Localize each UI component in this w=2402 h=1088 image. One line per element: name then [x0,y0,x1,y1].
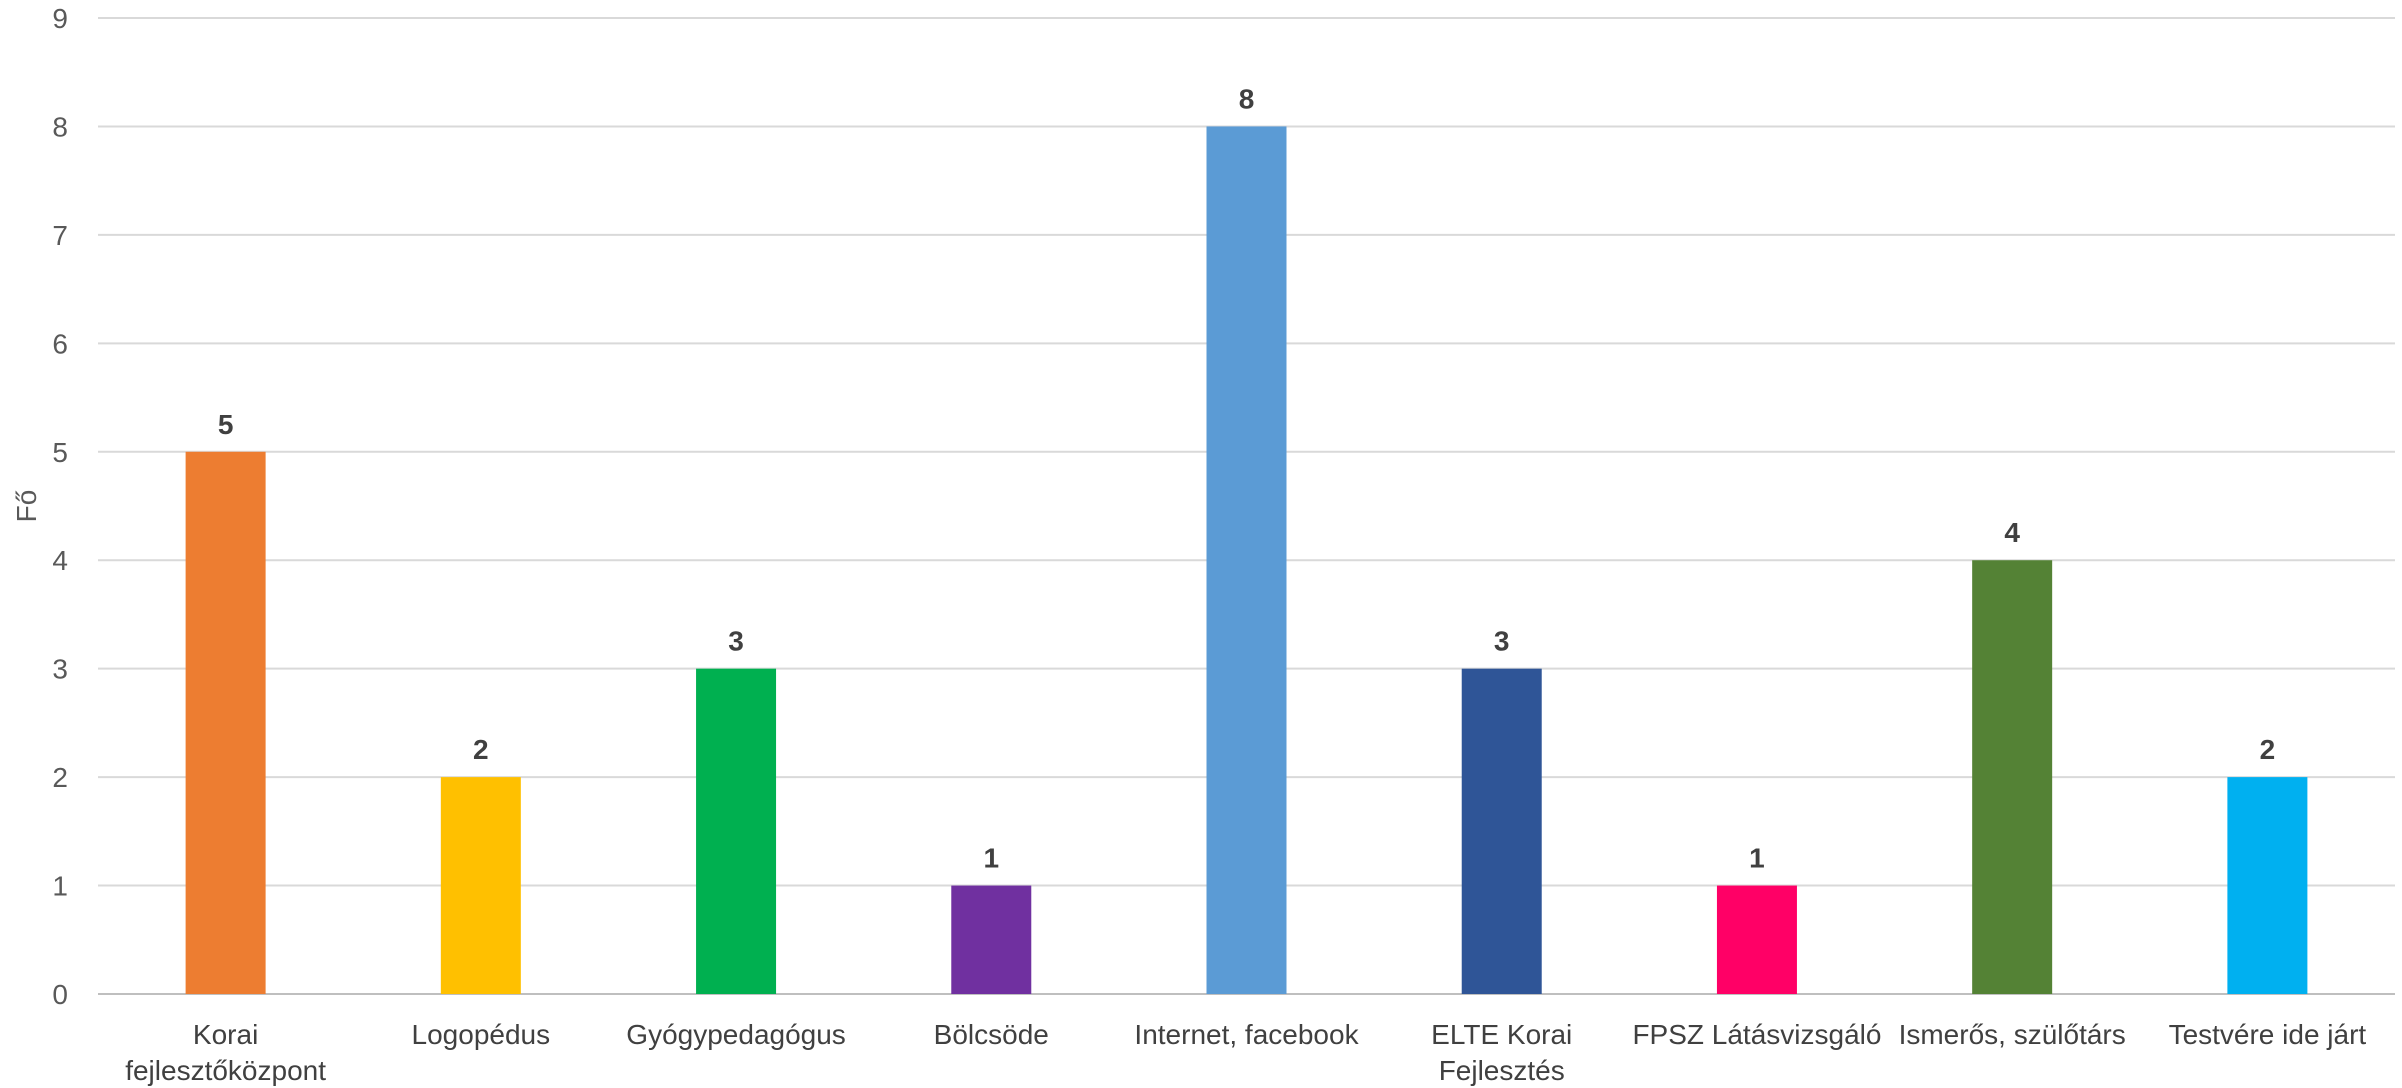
x-axis-labels: Korai fejlesztőközpont Logopédus Gyógypedag… [125,1019,2366,1086]
x-tick-label-line: Logopédus [412,1019,551,1050]
x-tick-label: Ismerős, szülőtárs [1899,1019,2126,1050]
bars [185,126,2308,994]
y-tick-label: 5 [52,437,68,468]
data-label: 3 [728,626,744,657]
y-tick-label: 1 [52,871,68,902]
data-label: 1 [1749,843,1765,874]
bar [1461,668,1542,994]
y-tick-label: 7 [52,220,68,251]
bar [1716,885,1797,994]
bar [696,668,777,994]
data-labels: 5 2 3 1 8 3 1 4 2 [218,83,2275,873]
x-tick-label: Korai fejlesztőközpont [125,1019,326,1086]
x-tick-label: Internet, facebook [1134,1019,1359,1050]
y-tick-label: 6 [52,328,68,359]
data-label: 5 [218,409,234,440]
x-tick-label-line: Ismerős, szülőtárs [1899,1019,2126,1050]
data-label: 2 [473,734,489,765]
data-label: 4 [2004,517,2020,548]
data-label: 3 [1494,626,1510,657]
bar [1206,126,1287,994]
x-tick-label-line: fejlesztőközpont [125,1055,326,1086]
x-tick-label-line: Internet, facebook [1134,1019,1359,1050]
x-tick-label-line: Gyógypedagógus [626,1019,846,1050]
y-tick-label: 8 [52,111,68,142]
x-tick-label-line: ELTE Korai [1431,1019,1572,1050]
x-tick-label: Logopédus [412,1019,551,1050]
y-axis-ticks: 0 1 2 3 4 5 6 7 8 9 [52,3,68,1010]
y-tick-label: 2 [52,762,68,793]
x-tick-label-line: Testvére ide járt [2169,1019,2367,1050]
x-tick-label: Testvére ide járt [2169,1019,2367,1050]
x-tick-label-line: Korai [193,1019,258,1050]
x-tick-label: FPSZ Látásvizsgáló [1632,1019,1881,1050]
bar [185,451,266,994]
y-axis-title: Fő [11,490,42,523]
y-tick-label: 3 [52,654,68,685]
data-label: 2 [2260,734,2276,765]
x-tick-label: Gyógypedagógus [626,1019,846,1050]
x-tick-label-line: FPSZ Látásvizsgáló [1632,1019,1881,1050]
x-tick-label-line: Fejlesztés [1439,1055,1565,1086]
y-tick-label: 9 [52,3,68,34]
y-tick-label: 0 [52,979,68,1010]
bar [1972,560,2053,994]
x-tick-label: Bölcsöde [934,1019,1049,1050]
data-label: 8 [1239,83,1255,114]
x-tick-label: ELTE Korai Fejlesztés [1431,1019,1572,1086]
data-label: 1 [983,843,999,874]
bar [440,777,521,994]
x-tick-label-line: Bölcsöde [934,1019,1049,1050]
bar [2227,777,2308,994]
bar [951,885,1032,994]
y-tick-label: 4 [52,545,68,576]
